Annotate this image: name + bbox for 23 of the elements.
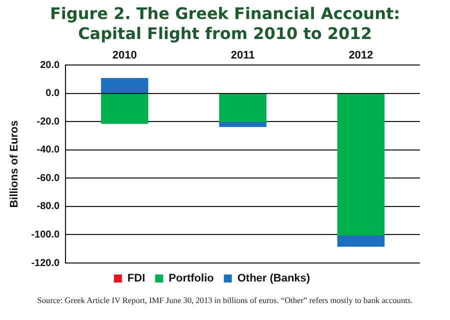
bar (101, 78, 148, 93)
legend-label: Other (Banks) (237, 272, 310, 285)
bar (219, 94, 266, 122)
y-tick-label: -80.0 (36, 201, 60, 212)
y-axis-title: Billions of Euros (8, 120, 21, 208)
y-tick-label: -120.0 (31, 258, 60, 269)
bar (101, 94, 148, 124)
legend-label: FDI (127, 272, 146, 285)
y-tick-label: -100.0 (31, 229, 60, 240)
x-tick-label: 2011 (230, 50, 255, 62)
y-tick-label: -20.0 (36, 116, 60, 128)
bar (337, 94, 385, 236)
source-note: Source: Greek Article IV Report, IMF June 30, 2013 in billions of euros. “Other” refers mostly to bank accounts. (36, 296, 414, 305)
y-tick-label: -40.0 (36, 144, 60, 156)
y-tick-label: -60.0 (36, 172, 60, 184)
legend-label: Portfolio (168, 272, 214, 285)
bar (337, 235, 385, 247)
y-tick-label: 20.0 (40, 60, 60, 71)
x-tick-label: 2012 (348, 50, 374, 62)
chart-title: Figure 2. The Greek Financial Account: Capital Flight from 2010 to 2012 (49, 4, 401, 45)
x-tick-label: 2010 (112, 50, 137, 62)
y-tick-label: 0.0 (46, 88, 60, 100)
bar (219, 122, 266, 127)
